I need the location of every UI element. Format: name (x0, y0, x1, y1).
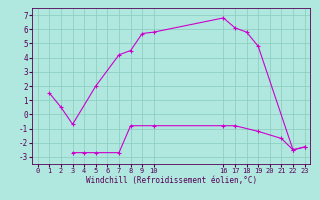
X-axis label: Windchill (Refroidissement éolien,°C): Windchill (Refroidissement éolien,°C) (86, 176, 257, 185)
